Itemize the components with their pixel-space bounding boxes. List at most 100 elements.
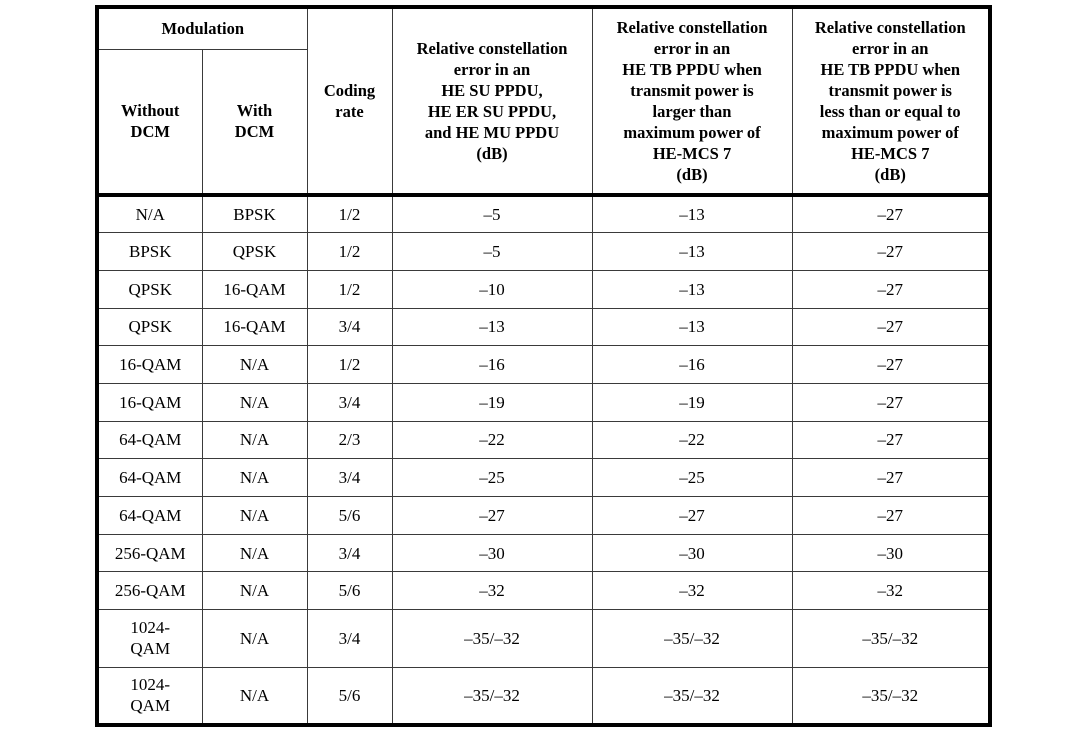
table-row: BPSK QPSK 1/2 –5 –13 –27: [96, 232, 991, 271]
cell: 64-QAM: [96, 420, 203, 460]
with-dcm-header: With DCM: [201, 48, 308, 197]
cell: –30: [791, 533, 991, 573]
cell: 1024- QAM: [96, 666, 203, 726]
cell: –13: [591, 194, 793, 234]
cell: 16-QAM: [96, 345, 203, 384]
cell: 3/4: [306, 307, 393, 347]
cell: –19: [591, 382, 793, 422]
cell: N/A: [201, 496, 308, 535]
cell: N/A: [201, 458, 308, 497]
cell: –27: [791, 496, 991, 535]
cell: QPSK: [96, 269, 203, 309]
cell: –27: [591, 496, 793, 535]
cell: 1/2: [306, 269, 393, 309]
cell: –13: [591, 232, 793, 271]
cell: –22: [391, 420, 593, 460]
cell: BPSK: [201, 194, 308, 234]
constellation-error-table: Modulation Coding rate Relative constell…: [95, 5, 992, 727]
without-dcm-header: Without DCM: [96, 48, 203, 197]
cell: –16: [391, 345, 593, 384]
cell: 16-QAM: [201, 307, 308, 347]
cell: 5/6: [306, 571, 393, 611]
cell: 256-QAM: [96, 571, 203, 611]
cell: 1/2: [306, 194, 393, 234]
table-body: N/A BPSK 1/2 –5 –13 –27 BPSK QPSK 1/2 –5 –13 –27 QPS…: [96, 194, 991, 726]
table-row: 1024- QAM N/A 3/4 –35/–32 –35/–32 –35/–32: [96, 609, 991, 668]
cell: –27: [391, 496, 593, 535]
cell: –27: [791, 382, 991, 422]
cell: –5: [391, 232, 593, 271]
cell: –35/–32: [791, 609, 991, 668]
table-row: 64-QAM N/A 2/3 –22 –22 –27: [96, 420, 991, 460]
coding-rate-header: Coding rate: [306, 6, 393, 197]
cell: 3/4: [306, 533, 393, 573]
cell: –13: [391, 307, 593, 347]
table-row: 64-QAM N/A 5/6 –27 –27 –27: [96, 496, 991, 535]
cell: –27: [791, 345, 991, 384]
cell: –30: [391, 533, 593, 573]
cell: –32: [791, 571, 991, 611]
cell: –5: [391, 194, 593, 234]
cell: –32: [591, 571, 793, 611]
cell: 3/4: [306, 458, 393, 497]
cell: 2/3: [306, 420, 393, 460]
header-row-modulation-group: Modulation Coding rate Relative constell…: [96, 6, 991, 197]
cell: 3/4: [306, 382, 393, 422]
cell: –10: [391, 269, 593, 309]
table-row: 256-QAM N/A 3/4 –30 –30 –30: [96, 533, 991, 573]
table-row: QPSK 16-QAM 3/4 –13 –13 –27: [96, 307, 991, 347]
modulation-group-header: Modulation: [96, 6, 308, 50]
table-header: Modulation Coding rate Relative constell…: [96, 6, 991, 197]
rce-tb-less-equal-header: Relative constellation error in an HE TB…: [791, 6, 991, 197]
cell: 16-QAM: [201, 269, 308, 309]
cell: 5/6: [306, 496, 393, 535]
cell: N/A: [201, 609, 308, 668]
cell: N/A: [201, 382, 308, 422]
cell: –27: [791, 307, 991, 347]
cell: –35/–32: [791, 666, 991, 726]
cell: –27: [791, 420, 991, 460]
table-row: 64-QAM N/A 3/4 –25 –25 –27: [96, 458, 991, 497]
cell: 16-QAM: [96, 382, 203, 422]
cell: N/A: [201, 571, 308, 611]
cell: –32: [391, 571, 593, 611]
cell: –13: [591, 307, 793, 347]
cell: –19: [391, 382, 593, 422]
table-row: 16-QAM N/A 3/4 –19 –19 –27: [96, 382, 991, 422]
cell: 64-QAM: [96, 496, 203, 535]
cell: 1/2: [306, 345, 393, 384]
cell: –22: [591, 420, 793, 460]
table-row: QPSK 16-QAM 1/2 –10 –13 –27: [96, 269, 991, 309]
cell: 256-QAM: [96, 533, 203, 573]
cell: –35/–32: [591, 666, 793, 726]
cell: 1024- QAM: [96, 609, 203, 668]
cell: –27: [791, 269, 991, 309]
cell: –30: [591, 533, 793, 573]
cell: –13: [591, 269, 793, 309]
cell: –35/–32: [391, 609, 593, 668]
cell: –27: [791, 232, 991, 271]
cell: BPSK: [96, 232, 203, 271]
rce-tb-larger-header: Relative constellation error in an HE TB…: [591, 6, 793, 197]
cell: N/A: [201, 666, 308, 726]
table-container: Modulation Coding rate Relative constell…: [95, 5, 992, 727]
cell: N/A: [201, 345, 308, 384]
cell: –27: [791, 458, 991, 497]
cell: 1/2: [306, 232, 393, 271]
rce-su-ppdu-header: Relative constellation error in an HE SU…: [391, 6, 593, 197]
cell: –25: [591, 458, 793, 497]
cell: N/A: [201, 420, 308, 460]
table-row: 256-QAM N/A 5/6 –32 –32 –32: [96, 571, 991, 611]
header-row-dcm: Without DCM With DCM: [96, 48, 990, 197]
cell: –16: [591, 345, 793, 384]
cell: 64-QAM: [96, 458, 203, 497]
cell: N/A: [96, 194, 203, 234]
cell: QPSK: [96, 307, 203, 347]
cell: N/A: [201, 533, 308, 573]
cell: 5/6: [306, 666, 393, 726]
cell: –27: [791, 194, 991, 234]
table-row: 16-QAM N/A 1/2 –16 –16 –27: [96, 345, 991, 384]
cell: QPSK: [201, 232, 308, 271]
cell: 3/4: [306, 609, 393, 668]
